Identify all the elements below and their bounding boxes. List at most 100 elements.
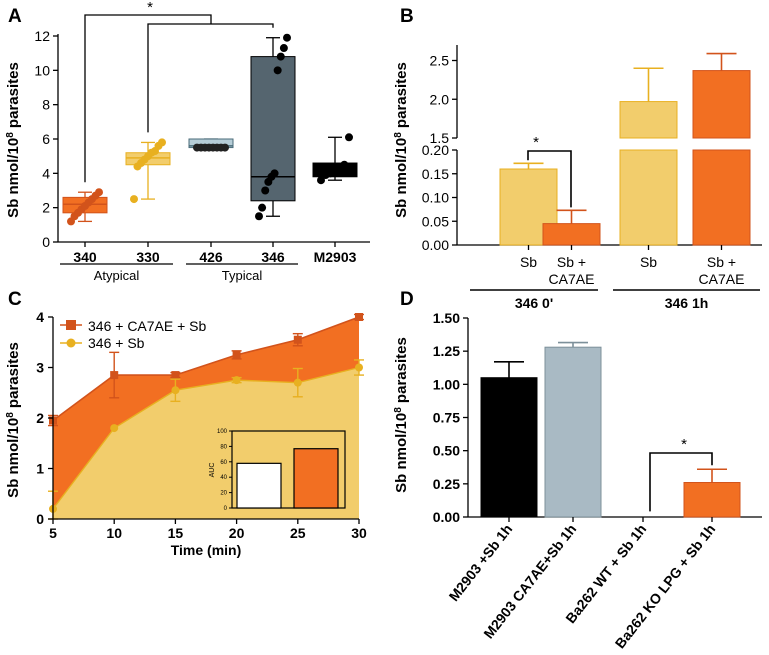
y-tick-label: 2.5 (430, 53, 450, 69)
inset-y-tick-label: 40 (220, 475, 227, 481)
data-point (221, 143, 229, 152)
data-point-346-sb (232, 376, 241, 385)
y-tick-label: 0 (36, 511, 44, 527)
x-tick-label: 346 (261, 249, 285, 265)
bar-2-upper (619, 101, 678, 139)
significance-bracket (649, 452, 713, 512)
inset-bar-1 (293, 448, 339, 509)
x-tick-label: M2903 +Sb 1h (445, 521, 515, 604)
y-tick-label: 10 (34, 62, 50, 78)
x-tick-label: 15 (168, 525, 184, 541)
x-tick-label: 5 (49, 525, 57, 541)
y-tick-label: 4 (36, 309, 44, 325)
inset-y-tick-label: 20 (220, 491, 227, 497)
y-tick-label: 0.05 (422, 213, 449, 229)
data-point (273, 66, 282, 75)
y-axis-label-text: Sb nmol/10 (393, 413, 410, 493)
x-tick-label: M2903 (314, 249, 357, 265)
data-point-346-ca7ae-sb (171, 371, 180, 380)
significance-star: * (533, 134, 539, 151)
y-tick-label: 1.25 (433, 343, 460, 359)
data-point (279, 44, 288, 53)
inset-bar-0 (236, 462, 282, 509)
bar-2-lower (619, 149, 678, 246)
y-tick-label: 1.5 (430, 130, 450, 146)
significance-bracket-outer (84, 14, 212, 183)
x-tick-label: 340 (73, 249, 97, 265)
y-axis-label: Sb nmol/108 parasites (5, 62, 23, 218)
x-tick-label: 10 (106, 525, 122, 541)
y-tick-label: 6 (42, 131, 50, 147)
y-tick-label: 0.10 (422, 190, 449, 206)
y-tick-label: 12 (34, 28, 50, 44)
significance-star: * (681, 436, 687, 453)
data-point-346-ca7ae-sb (293, 335, 302, 344)
x-axis-label: Time (min) (171, 542, 242, 558)
y-tick-label: 0.20 (422, 142, 449, 158)
y-tick-label: 0.00 (422, 237, 449, 253)
inset-frame (231, 430, 346, 509)
x-tick-label: 30 (351, 525, 367, 541)
y-tick-label: 8 (42, 97, 50, 113)
panel-b-bar-chart: 0.00 0.05 0.10 0.15 0.201.5 2.0 2.5 Sb nmol/108… (393, 45, 762, 311)
x-tick-label: Sb + (557, 254, 586, 270)
x-tick-label: Sb (520, 254, 537, 270)
y-axis-label-text: Sb nmol/10 (5, 138, 22, 218)
y-tick-label: 1.50 (433, 310, 460, 326)
y-axis-label-exponent: 8 (5, 132, 16, 138)
y-tick-label: 2 (36, 410, 44, 426)
x-tick-label: CA7AE (549, 271, 595, 287)
y-tick-label: 2.0 (430, 91, 450, 107)
y-tick-label: 1 (36, 461, 44, 477)
inset-y-tick-label: 100 (217, 429, 228, 435)
y-axis-label-suffix: parasites (393, 62, 410, 132)
data-point-346-sb (171, 386, 180, 395)
bar-3-upper (692, 70, 751, 139)
legend-label: 346 + Sb (88, 335, 145, 351)
line-346-ca7ae-sb (52, 316, 360, 422)
bar-0 (480, 377, 538, 518)
y-tick-label: 2 (42, 200, 50, 216)
inset-y-tick-label: 0 (224, 506, 228, 512)
data-point (255, 212, 263, 221)
y-tick-label: 3 (36, 360, 44, 376)
area-346-sb (53, 367, 359, 519)
y-tick-label: 0.25 (433, 476, 460, 492)
y-tick-label: 1.00 (433, 376, 460, 392)
data-point (345, 133, 353, 142)
y-axis-label-text: Sb nmol/10 (5, 418, 22, 498)
data-point (317, 176, 325, 185)
y-axis-label-exponent: 8 (5, 412, 16, 418)
x-tick-label: 20 (229, 525, 245, 541)
inset-y-tick-label: 60 (220, 460, 227, 466)
y-axis-label: Sb nmol/108 parasites (5, 342, 23, 498)
data-point (130, 195, 138, 204)
y-tick-label: 0.50 (433, 443, 460, 459)
y-axis-label: Sb nmol/108 parasites (393, 337, 411, 493)
data-point-346-ca7ae-sb (110, 371, 119, 380)
x-tick-label: Sb (640, 254, 657, 270)
significance-bracket (527, 150, 572, 208)
panel-c-area-chart: 0 1 2 3 4 5 10 15 20 25 30 Time (min) Sb nmol/108 pa… (5, 309, 367, 558)
data-point-346-sb (355, 363, 363, 372)
data-point (95, 188, 103, 197)
x-tick-label: 330 (136, 249, 160, 265)
bar-3-lower (692, 149, 751, 246)
y-axis-label-exponent: 8 (393, 132, 404, 138)
data-point (158, 138, 166, 147)
group-label: 346 0' (515, 295, 553, 311)
panel-c-letter: C (8, 289, 22, 310)
data-point (270, 169, 279, 178)
x-tick-label: 25 (290, 525, 306, 541)
significance-star: * (147, 0, 153, 16)
y-tick-label: 0.00 (433, 509, 460, 525)
y-axis-label-suffix: parasites (5, 342, 22, 412)
group-label: Typical (222, 268, 263, 283)
group-label: Atypical (94, 268, 140, 283)
y-axis-label-exponent: 8 (393, 407, 404, 413)
y-axis-label-suffix: parasites (5, 62, 22, 132)
significance-bracket-inner (147, 23, 274, 133)
panel-d-letter: D (400, 289, 414, 310)
